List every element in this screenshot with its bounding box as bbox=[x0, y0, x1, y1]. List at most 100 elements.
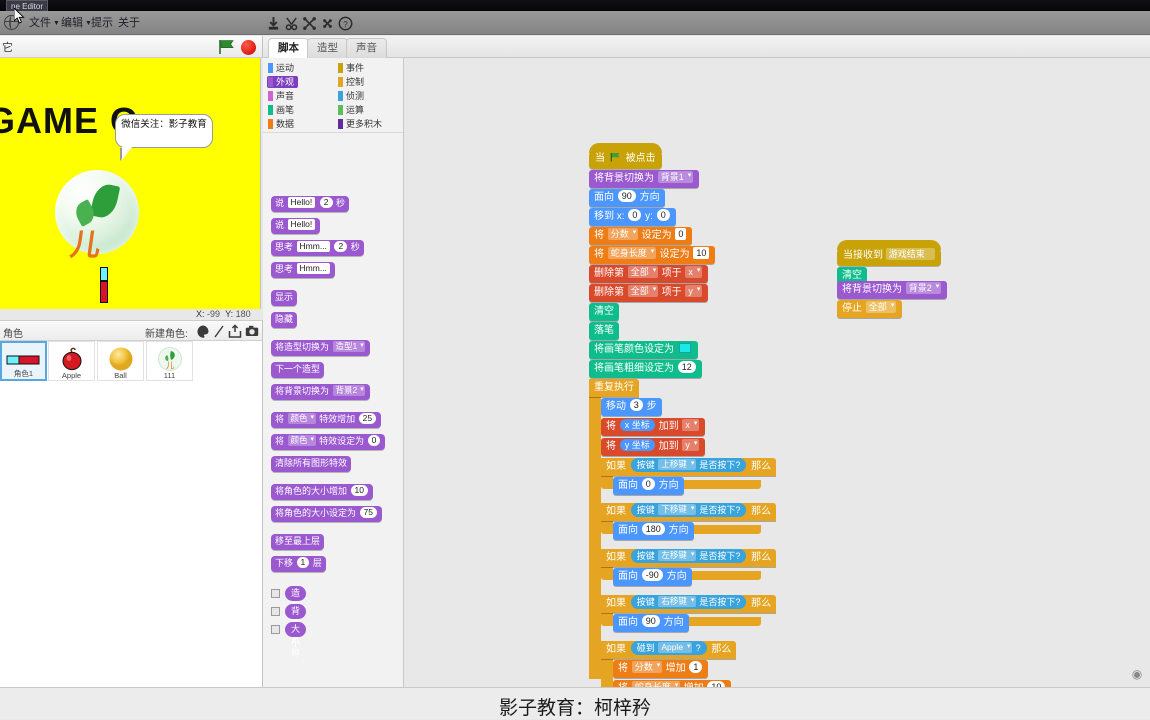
block-input[interactable]: 3 bbox=[629, 399, 643, 411]
block-dropdown[interactable]: 背景2 bbox=[332, 384, 366, 396]
block-forever[interactable]: 重复执行 bbox=[589, 379, 639, 397]
block-input[interactable]: 2 bbox=[319, 197, 333, 208]
block-add-y-to-list[interactable]: 将 y 坐标 加到 y bbox=[601, 438, 705, 456]
category-more[interactable]: 更多积木 bbox=[337, 118, 382, 130]
tab-scripts[interactable]: 脚本 bbox=[268, 38, 309, 58]
upload-sprite-icon[interactable] bbox=[228, 324, 242, 339]
category-sound[interactable]: 声音 bbox=[267, 90, 294, 102]
boolean-key-pressed-right[interactable]: 按键 右移键 是否按下? bbox=[630, 595, 747, 609]
block-input[interactable]: 12 bbox=[677, 361, 696, 373]
category-operators[interactable]: 运算 bbox=[337, 104, 364, 116]
snake-sprite[interactable] bbox=[100, 267, 108, 303]
block-pen-down[interactable]: 落笔 bbox=[589, 322, 619, 340]
block-if-key-down[interactable]: 如果 按键 下移键 是否按下? 那么 bbox=[601, 503, 777, 521]
block-input-y[interactable]: 0 bbox=[656, 209, 670, 221]
block-input[interactable]: 1 bbox=[689, 661, 703, 673]
block-change-snake-length[interactable]: 将 蛇身长度 增加 10 bbox=[613, 680, 732, 687]
palette-block-change-size[interactable]: 将角色的大小增加 10 bbox=[271, 484, 373, 500]
block-add-x-to-list[interactable]: 将 x 坐标 加到 x bbox=[601, 418, 705, 436]
block-dropdown-variable[interactable]: 分数 bbox=[631, 660, 662, 673]
block-dropdown[interactable]: 背景1 bbox=[657, 170, 693, 183]
block-set-snake-length[interactable]: 将 蛇身长度 设定为 10 bbox=[589, 246, 716, 264]
block-input[interactable]: 10 bbox=[350, 485, 368, 496]
block-pen-clear-2[interactable]: 清空 bbox=[837, 267, 867, 285]
scissors-icon[interactable] bbox=[284, 16, 299, 31]
block-dropdown-index[interactable]: 全部 bbox=[627, 265, 658, 278]
category-pen[interactable]: 画笔 bbox=[267, 104, 294, 116]
stage-area[interactable]: GAME O 微信关注：影子教育 儿 bbox=[0, 58, 261, 309]
grow-icon[interactable] bbox=[302, 16, 317, 31]
block-point-direction-0[interactable]: 面向 0 方向 bbox=[613, 477, 684, 495]
block-input[interactable]: 90 bbox=[641, 615, 660, 627]
menu-file[interactable]: 文件 ▼ bbox=[26, 14, 63, 32]
block-switch-backdrop-2[interactable]: 将背景切换为 背景2 bbox=[837, 281, 947, 299]
reporter-label[interactable]: 造型编号 bbox=[285, 586, 307, 640]
block-point-direction-minus90[interactable]: 面向 -90 方向 bbox=[613, 568, 692, 586]
reporter-y-position[interactable]: y 坐标 bbox=[619, 439, 655, 451]
block-switch-backdrop-1[interactable]: 将背景切换为 背景1 bbox=[589, 170, 699, 188]
key-dropdown[interactable]: 下移键 bbox=[658, 503, 696, 515]
block-if-touching-apple[interactable]: 如果 碰到 Apple ? 那么 bbox=[601, 641, 737, 659]
palette-block-go-to-front[interactable]: 移至最上层 bbox=[271, 534, 325, 550]
block-stop-all[interactable]: 停止 全部 bbox=[837, 300, 902, 318]
key-dropdown[interactable]: 右移键 bbox=[658, 595, 696, 607]
block-dropdown-list[interactable]: x bbox=[682, 418, 699, 431]
choose-sprite-icon[interactable] bbox=[212, 324, 226, 339]
block-dropdown[interactable]: 造型1 bbox=[332, 340, 366, 352]
reporter-label[interactable]: 背景名称 bbox=[285, 604, 307, 658]
block-dropdown-variable[interactable]: 蛇身长度 bbox=[607, 246, 656, 259]
palette-block-show[interactable]: 显示 bbox=[271, 290, 298, 306]
block-input[interactable]: Hello! bbox=[287, 197, 316, 208]
palette-block-switch-costume[interactable]: 将造型切换为 造型1 bbox=[271, 340, 371, 356]
sprite-thumb-4[interactable]: 儿 111 bbox=[146, 341, 193, 381]
category-looks[interactable]: 外观 bbox=[267, 76, 299, 88]
block-input[interactable]: 90 bbox=[617, 190, 636, 202]
palette-block-change-effect[interactable]: 将 颜色 特效增加 25 bbox=[271, 412, 382, 428]
block-go-to-xy[interactable]: 移到 x: 0 y: 0 bbox=[589, 208, 676, 226]
palette-block-set-effect[interactable]: 将 颜色 特效设定为 0 bbox=[271, 434, 386, 450]
block-input[interactable]: 25 bbox=[358, 413, 377, 424]
boolean-key-pressed-down[interactable]: 按键 下移键 是否按下? bbox=[630, 503, 747, 517]
category-events[interactable]: 事件 bbox=[337, 62, 364, 74]
block-input[interactable]: Hello! bbox=[287, 219, 316, 230]
boolean-key-pressed-left[interactable]: 按键 左移键 是否按下? bbox=[630, 549, 747, 563]
checkbox[interactable] bbox=[271, 625, 280, 634]
tab-sounds[interactable]: 声音 bbox=[346, 38, 387, 58]
palette-block-switch-backdrop[interactable]: 将背景切换为 背景2 bbox=[271, 384, 371, 400]
green-flag-icon[interactable] bbox=[218, 39, 236, 55]
category-sensing[interactable]: 侦测 bbox=[337, 90, 364, 102]
block-input[interactable]: 2 bbox=[334, 241, 348, 252]
block-dropdown-list[interactable]: x bbox=[685, 265, 702, 278]
block-input[interactable]: 10 bbox=[707, 681, 726, 687]
block-if-key-right[interactable]: 如果 按键 右移键 是否按下? 那么 bbox=[601, 595, 777, 613]
stop-button[interactable] bbox=[241, 40, 256, 55]
block-point-direction-180[interactable]: 面向 180 方向 bbox=[613, 522, 694, 540]
reporter-x-position[interactable]: x 坐标 bbox=[619, 419, 655, 431]
block-input[interactable]: Hmm... bbox=[296, 263, 330, 274]
checkbox[interactable] bbox=[271, 607, 280, 616]
block-dropdown[interactable]: 背景2 bbox=[905, 281, 941, 294]
shrink-icon[interactable] bbox=[320, 16, 335, 31]
touching-dropdown[interactable]: Apple bbox=[658, 641, 693, 653]
category-motion[interactable]: 运动 bbox=[267, 62, 294, 74]
block-input[interactable]: 0 bbox=[675, 228, 687, 240]
boolean-key-pressed-up[interactable]: 按键 上移键 是否按下? bbox=[630, 458, 747, 472]
block-if-key-up[interactable]: 如果 按键 上移键 是否按下? 那么 bbox=[601, 458, 777, 476]
block-dropdown[interactable]: 颜色 bbox=[287, 434, 316, 446]
palette-block-go-back-layers[interactable]: 下移 1 层 bbox=[271, 556, 326, 572]
menu-about[interactable]: 关于 bbox=[115, 14, 143, 32]
stamp-icon[interactable] bbox=[266, 16, 281, 31]
help-icon[interactable]: ? bbox=[338, 16, 353, 31]
hat-when-receive-game-over[interactable]: 当接收到 游戏结束 bbox=[837, 240, 941, 266]
menu-tips[interactable]: 提示 bbox=[88, 14, 116, 32]
sprite-thumb-3[interactable]: Ball bbox=[97, 341, 144, 381]
sprite-thumb-1[interactable]: 角色1 bbox=[0, 341, 47, 381]
block-point-direction-90b[interactable]: 面向 90 方向 bbox=[613, 614, 689, 632]
menu-edit[interactable]: 编辑 ▼ bbox=[58, 14, 95, 32]
globe-icon[interactable] bbox=[4, 15, 19, 30]
block-input[interactable]: 0 bbox=[367, 435, 381, 446]
palette-block-next-costume[interactable]: 下一个造型 bbox=[271, 362, 325, 378]
block-if-key-left[interactable]: 如果 按键 左移键 是否按下? 那么 bbox=[601, 549, 777, 567]
block-dropdown-list[interactable]: y bbox=[682, 438, 699, 451]
paint-new-sprite-icon[interactable] bbox=[196, 324, 210, 339]
